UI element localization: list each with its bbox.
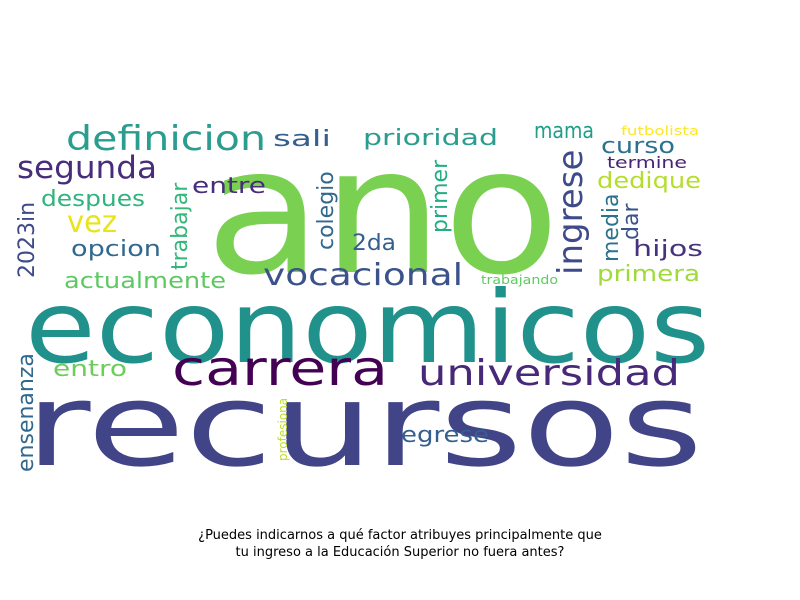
- word-recursos: recursos: [25, 359, 703, 493]
- word-2023in: 2023in: [15, 202, 40, 278]
- word-despues: despues: [41, 187, 145, 212]
- word-opcion: opcion: [71, 237, 161, 262]
- word-ingrese: ingrese: [551, 150, 591, 275]
- word-mama: mama: [534, 119, 594, 144]
- word-primer: primer: [428, 159, 453, 233]
- word-trabajando: trabajando: [481, 273, 558, 287]
- word-hijos: hijos: [633, 237, 703, 262]
- word-vocacional: vocacional: [263, 258, 463, 293]
- word-actualmente: actualmente: [64, 269, 226, 294]
- word-ano: ano: [205, 111, 560, 314]
- word-segunda: segunda: [17, 150, 157, 186]
- caption-line-2: tu ingreso a la Educación Superior no fu…: [235, 545, 565, 560]
- word-dedique: dedique: [597, 169, 701, 194]
- word-universidad: universidad: [418, 353, 680, 394]
- word-carrera: carrera: [172, 341, 388, 397]
- word-vez: vez: [67, 205, 117, 240]
- word-curso: curso: [601, 134, 675, 159]
- word-sali: sali: [273, 127, 331, 152]
- word-primera: primera: [597, 262, 700, 287]
- word-profesiona: profesiona: [276, 398, 290, 461]
- word-futbolista: futbolista: [621, 124, 699, 138]
- word-entre: entre: [192, 174, 266, 199]
- word-prioridad: prioridad: [363, 126, 498, 151]
- word-definicion: definicion: [66, 119, 266, 159]
- word-2da: 2da: [352, 231, 396, 256]
- word-dar: dar: [619, 203, 644, 240]
- word-egrese: egrese: [401, 423, 489, 448]
- word-termine: termine: [607, 153, 687, 172]
- caption-line-1: ¿Puedes indicarnos a qué factor atribuye…: [198, 528, 602, 543]
- word-media: media: [599, 193, 624, 262]
- word-ensenanza: ensenanza: [14, 353, 39, 472]
- word-economicos: economicos: [25, 269, 710, 386]
- word-entro: entro: [53, 357, 127, 382]
- word-cloud-caption: ¿Puedes indicarnos a qué factor atribuye…: [0, 527, 800, 561]
- word-colegio: colegio: [314, 171, 339, 250]
- word-trabajar: trabajar: [168, 182, 193, 270]
